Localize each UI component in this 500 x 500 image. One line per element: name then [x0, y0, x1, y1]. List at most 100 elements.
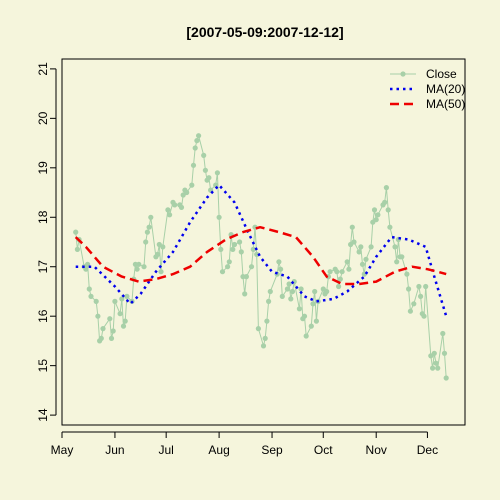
legend-label: MA(50)	[426, 97, 465, 111]
data-point	[351, 239, 357, 245]
data-point	[383, 185, 389, 191]
series-layer	[73, 133, 449, 381]
data-point	[421, 313, 427, 319]
data-point	[368, 244, 374, 250]
data-point	[155, 251, 161, 257]
legend-item: Close	[390, 67, 457, 81]
data-point	[95, 313, 101, 319]
data-point	[100, 326, 106, 332]
legend-item: MA(50)	[390, 97, 465, 111]
data-point	[214, 170, 220, 176]
series-ma-50-	[74, 225, 447, 286]
data-point	[308, 323, 314, 329]
data-point	[278, 266, 284, 272]
data-point	[382, 199, 388, 205]
data-point	[359, 261, 366, 267]
data-point	[136, 261, 142, 267]
data-point	[242, 291, 248, 297]
data-point	[184, 189, 190, 196]
data-point	[298, 286, 304, 292]
y-tick-label: 19	[36, 161, 50, 175]
data-point	[435, 365, 441, 371]
y-tick-label: 16	[36, 309, 50, 323]
data-point	[399, 254, 405, 260]
legend-item: MA(20)	[390, 82, 465, 96]
data-point	[288, 296, 294, 302]
data-point	[254, 251, 260, 257]
data-point	[107, 316, 113, 322]
data-point	[112, 298, 118, 304]
data-point	[337, 276, 343, 282]
data-point	[73, 229, 79, 235]
data-point	[124, 293, 130, 299]
data-point	[146, 224, 152, 230]
data-point	[411, 301, 417, 307]
x-tick-label: Oct	[314, 443, 333, 457]
legend-swatch-point	[400, 71, 406, 77]
data-point	[327, 269, 333, 275]
data-point	[441, 350, 448, 356]
data-point	[385, 207, 391, 213]
data-point	[430, 365, 436, 371]
data-point	[443, 375, 449, 381]
data-point	[346, 266, 352, 272]
data-point	[119, 296, 125, 302]
x-tick-label: Sep	[261, 443, 283, 457]
data-point	[231, 241, 238, 248]
series-line	[75, 133, 447, 379]
data-point	[433, 360, 439, 366]
data-point	[255, 326, 261, 332]
data-point	[310, 301, 316, 307]
data-point	[406, 286, 412, 292]
data-point	[286, 281, 292, 287]
data-point	[349, 224, 355, 230]
data-point	[122, 318, 128, 324]
data-point	[358, 244, 364, 250]
data-point	[339, 269, 345, 275]
data-point	[266, 298, 272, 304]
data-point	[178, 204, 185, 210]
data-point	[284, 286, 290, 292]
series-ma-20-	[75, 183, 448, 317]
data-point	[98, 335, 104, 341]
data-point	[158, 269, 164, 275]
data-point	[407, 308, 413, 314]
data-point	[117, 311, 123, 317]
data-point	[363, 256, 369, 262]
x-tick-label: Aug	[208, 443, 229, 457]
data-point	[160, 244, 166, 250]
data-point	[312, 288, 318, 295]
series-line	[74, 225, 447, 286]
data-point	[418, 293, 424, 299]
data-point	[202, 167, 208, 173]
data-point	[387, 224, 393, 230]
data-point	[143, 239, 149, 245]
data-point	[276, 259, 282, 265]
data-point	[423, 283, 429, 290]
data-point	[218, 246, 224, 252]
data-point	[371, 207, 378, 213]
data-point	[373, 217, 379, 223]
data-point	[289, 288, 296, 295]
data-point	[201, 152, 207, 158]
data-point	[88, 293, 94, 299]
data-point	[226, 259, 232, 265]
data-point	[243, 274, 249, 280]
data-point	[431, 350, 437, 356]
data-point	[375, 212, 381, 218]
data-point	[192, 145, 198, 151]
data-point	[194, 138, 200, 144]
data-point	[262, 335, 268, 341]
data-point	[74, 246, 80, 252]
data-point	[344, 259, 350, 265]
y-tick-label: 15	[36, 359, 50, 373]
data-point	[238, 249, 244, 255]
data-point	[172, 202, 178, 208]
data-point	[301, 313, 308, 319]
data-point	[144, 229, 150, 235]
data-point	[279, 293, 285, 299]
data-point	[196, 133, 202, 139]
data-point	[404, 271, 410, 277]
data-point	[86, 286, 92, 292]
